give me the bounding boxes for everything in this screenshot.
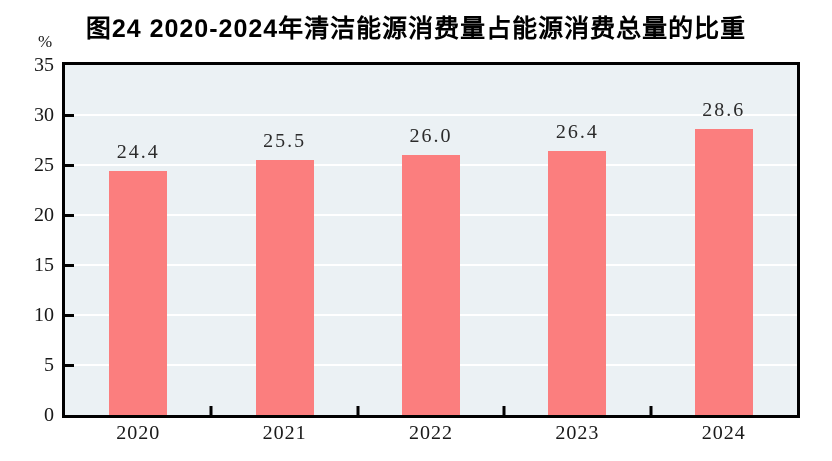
y-tick [65,163,74,167]
y-axis-label: 15 [34,254,54,276]
y-tick [65,363,74,367]
bar-value-label: 28.6 [702,99,746,121]
x-axis-label: 2022 [409,422,453,444]
bar [402,155,460,415]
x-tick [649,406,653,415]
y-tick [65,113,74,117]
x-axis-label: 2024 [701,422,746,444]
y-axis-label: 30 [34,104,54,126]
x-axis-label: 2023 [555,422,600,444]
x-tick [502,406,506,415]
y-tick [65,263,74,267]
y-axis-label: 20 [34,204,54,226]
bar-value-label: 26.4 [555,121,599,143]
x-axis-label: 2021 [262,422,307,444]
y-axis-label: 35 [34,54,54,76]
y-axis-unit-label: % [38,32,53,51]
x-tick [356,406,360,415]
y-tick [65,213,74,217]
y-tick [65,313,74,317]
y-axis-label: 0 [44,404,54,426]
bar [548,151,607,415]
plot-area: 24.4 25.5 26.0 26.4 28.6 [62,62,800,418]
bar [255,160,314,415]
y-axis-label: 10 [34,304,54,326]
bar-value-label: 26.0 [409,125,453,147]
bar-value-label: 25.5 [263,130,307,152]
bar [109,171,168,415]
gridline [65,114,797,116]
bar [694,129,753,415]
y-axis-label: 25 [34,154,54,176]
chart-title: 图24 2020-2024年清洁能源消费量占能源消费总量的比重 [85,15,747,43]
y-axis-label: 5 [44,354,54,376]
x-axis-label: 2020 [116,422,161,444]
bar-value-label: 24.4 [116,141,160,163]
x-tick [209,406,213,415]
